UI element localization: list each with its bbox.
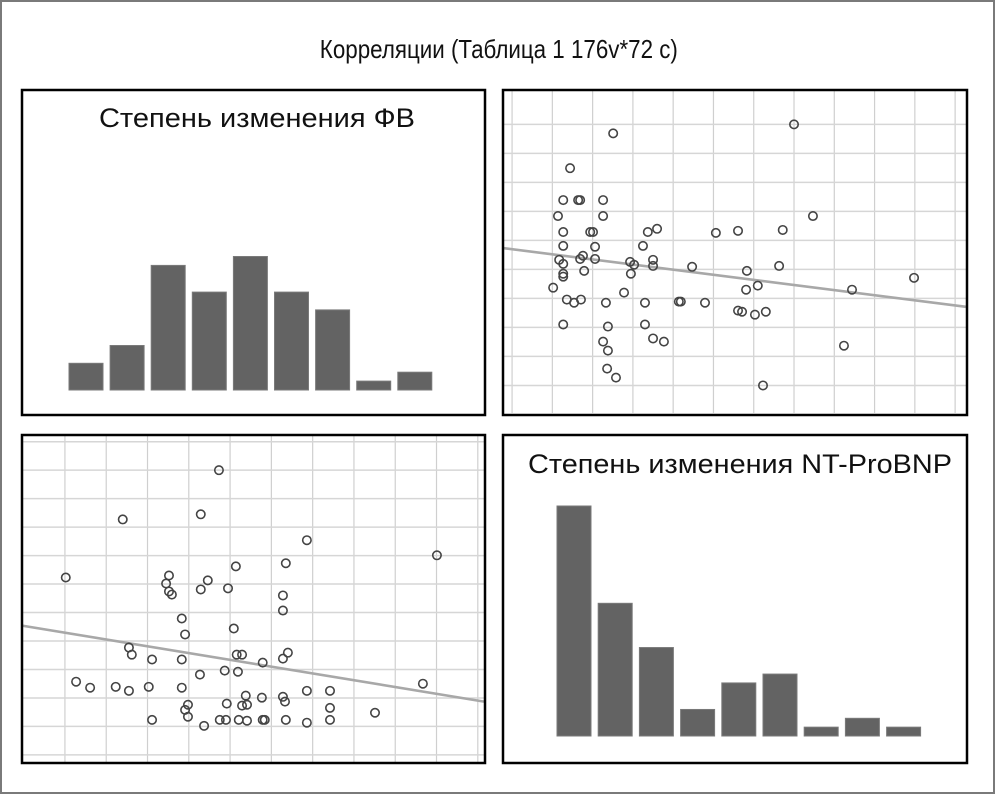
scatter-panel-fv-vs-ntprobnp (502, 89, 968, 416)
histogram-panel-ntprobnp (502, 434, 968, 764)
scatter-panel-ntprobnp-vs-fv (21, 434, 486, 764)
histogram-panel-fv (21, 89, 486, 416)
figure-title: Корреляции (Таблица 1 176v*72 c) (319, 34, 678, 64)
